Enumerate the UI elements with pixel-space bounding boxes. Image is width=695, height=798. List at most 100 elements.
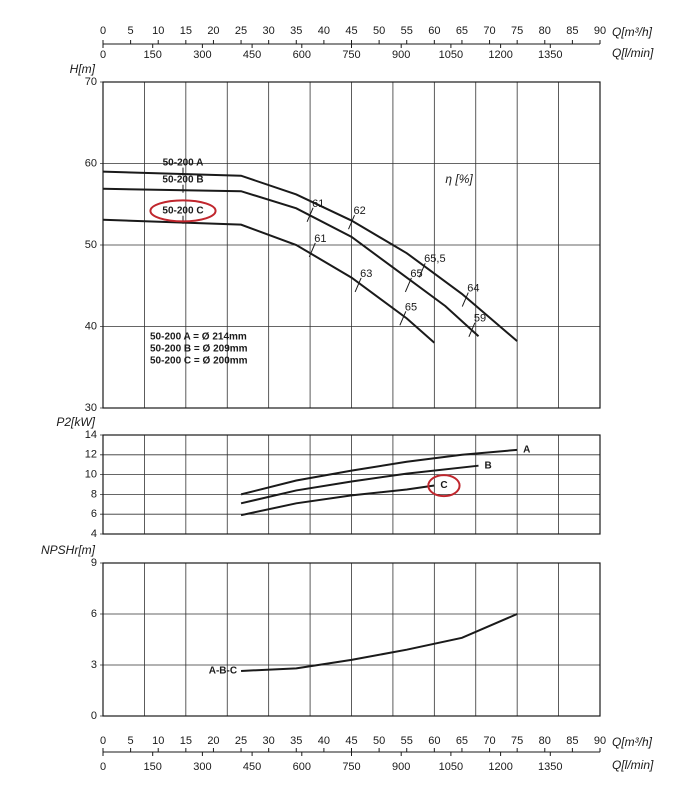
x2-tick-label: 1200 <box>488 761 512 773</box>
efficiency-mark <box>306 207 314 223</box>
x2-tick-label: 0 <box>100 49 106 61</box>
plot-frame <box>102 562 601 717</box>
y-tick-label: 6 <box>91 608 97 620</box>
efficiency-label: 65 <box>405 301 417 313</box>
series-label: B <box>485 460 492 471</box>
y-tick-label: 70 <box>85 76 97 88</box>
curve <box>102 187 480 338</box>
x-tick-label: 10 <box>152 25 164 37</box>
efficiency-mark <box>461 292 469 307</box>
curve <box>240 464 479 505</box>
x2-tick-label: 300 <box>193 49 211 61</box>
series-label: 50-200 A <box>163 157 204 168</box>
curve <box>102 170 518 342</box>
series-label: A-B-C <box>209 666 237 677</box>
x2-tick-label: 0 <box>100 761 106 773</box>
x-tick-label: 5 <box>128 25 134 37</box>
x-tick-label: 40 <box>318 25 330 37</box>
x2-tick-label: 1200 <box>488 49 512 61</box>
x-tick-label: 30 <box>263 735 275 747</box>
highlight-ring <box>427 474 461 498</box>
x-tick-label: 15 <box>180 25 192 37</box>
x2-tick-label: 1050 <box>439 761 463 773</box>
x2-tick-label: 750 <box>342 761 360 773</box>
efficiency-mark <box>468 322 476 337</box>
x-tick-label: 65 <box>456 735 468 747</box>
plot-frame <box>102 434 601 535</box>
x-tick-label: 60 <box>428 735 440 747</box>
efficiency-mark <box>399 311 407 326</box>
x-tick-label: 55 <box>401 25 413 37</box>
x-tick-label: 50 <box>373 25 385 37</box>
diameter-note: 50-200 A = Ø 214mm <box>150 332 247 343</box>
y-tick-label: 12 <box>85 449 97 461</box>
y-tick-label: 3 <box>91 659 97 671</box>
x-tick-label: 10 <box>152 735 164 747</box>
x-tick-label: 45 <box>345 735 357 747</box>
x-tick-label: 35 <box>290 25 302 37</box>
efficiency-label: 62 <box>354 205 366 217</box>
x-tick-label: 50 <box>373 735 385 747</box>
x2-tick-label: 450 <box>243 761 261 773</box>
efficiency-mark <box>418 263 426 278</box>
x-tick-label: 30 <box>263 25 275 37</box>
efficiency-label: 65,5 <box>424 253 445 265</box>
y-axis-title: H[m] <box>70 62 96 76</box>
y-tick-label: 14 <box>85 429 97 441</box>
x2-tick-label: 900 <box>392 761 410 773</box>
x2-tick-label: 300 <box>193 761 211 773</box>
x2-tick-label: 600 <box>293 49 311 61</box>
y-tick-label: 4 <box>91 528 97 540</box>
x-tick-label: 55 <box>401 735 413 747</box>
x-tick-label: 0 <box>100 25 106 37</box>
x-tick-label: 80 <box>539 735 551 747</box>
x-axis-title: Q[m³/h] <box>612 735 653 749</box>
efficiency-label: 61 <box>314 233 326 245</box>
diameter-note: 50-200 B = Ø 209mm <box>150 344 248 355</box>
x2-axis-title: Q[l/min] <box>612 758 654 772</box>
highlight-ring <box>149 199 217 223</box>
y-tick-label: 40 <box>85 320 97 332</box>
x-tick-label: 90 <box>594 25 606 37</box>
x-tick-label: 85 <box>566 25 578 37</box>
y-tick-label: 9 <box>91 557 97 569</box>
efficiency-mark <box>354 277 362 293</box>
plot-frame <box>102 81 601 409</box>
x-tick-label: 80 <box>539 25 551 37</box>
curve <box>240 448 518 496</box>
series-label: A <box>523 444 530 455</box>
x2-tick-label: 150 <box>144 49 162 61</box>
series-label: C <box>440 480 447 491</box>
efficiency-mark <box>404 277 412 293</box>
series-label: 50-200 B <box>162 174 203 185</box>
series-label: 50-200 C <box>162 205 203 216</box>
x-tick-label: 35 <box>290 735 302 747</box>
x-tick-label: 25 <box>235 735 247 747</box>
x-tick-label: 25 <box>235 25 247 37</box>
y-tick-label: 10 <box>85 469 97 481</box>
efficiency-axis-label: η [%] <box>445 172 473 186</box>
x2-tick-label: 450 <box>243 49 261 61</box>
x2-tick-label: 900 <box>392 49 410 61</box>
efficiency-mark <box>308 242 316 258</box>
x-tick-label: 85 <box>566 735 578 747</box>
y-axis-title: NPSHr[m] <box>41 543 96 557</box>
efficiency-label: 61 <box>312 198 324 210</box>
efficiency-mark <box>348 214 355 230</box>
efficiency-label: 65 <box>410 268 422 280</box>
x-tick-label: 70 <box>483 25 495 37</box>
x2-tick-label: 750 <box>342 49 360 61</box>
y-tick-label: 6 <box>91 508 97 520</box>
curve <box>102 218 435 344</box>
y-tick-label: 60 <box>85 157 97 169</box>
x-tick-label: 70 <box>483 735 495 747</box>
x-tick-label: 90 <box>594 735 606 747</box>
x-tick-label: 65 <box>456 25 468 37</box>
y-axis-title: P2[kW] <box>56 415 95 429</box>
x-tick-label: 15 <box>180 735 192 747</box>
x2-tick-label: 1350 <box>538 49 562 61</box>
x-tick-label: 75 <box>511 25 523 37</box>
y-tick-label: 30 <box>85 402 97 414</box>
x2-axis-title: Q[l/min] <box>612 46 654 60</box>
